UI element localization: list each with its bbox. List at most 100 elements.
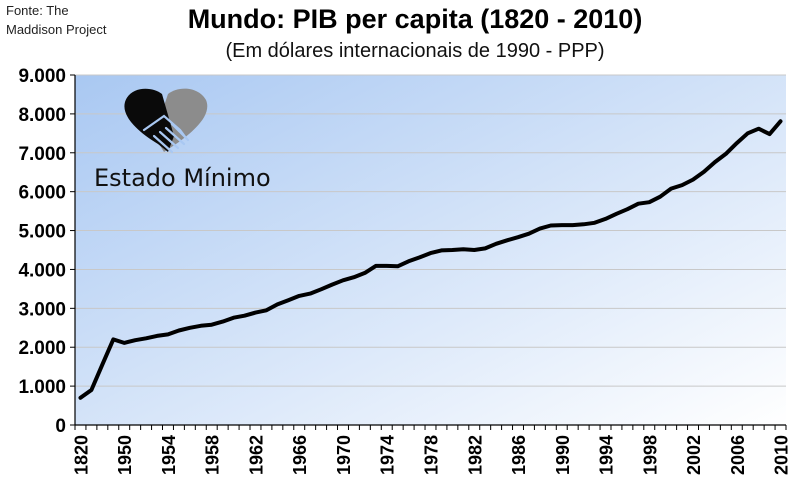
x-tick-label: 1958: [203, 435, 223, 475]
data-point: [592, 221, 597, 225]
x-tick-label: 1986: [509, 435, 529, 475]
data-point: [680, 183, 684, 187]
y-tick-label: 5.000: [18, 222, 66, 243]
data-point: [232, 316, 236, 320]
data-point: [275, 302, 279, 307]
x-tick-label: 1966: [290, 435, 310, 475]
data-point: [166, 332, 170, 336]
logo-text: Estado Mínimo: [94, 164, 271, 192]
chart-title: Mundo: PIB per capita (1820 - 2010): [187, 4, 643, 34]
data-point: [636, 202, 640, 206]
x-tick-label: 2010: [772, 435, 792, 475]
data-point: [702, 170, 706, 174]
series-layer: [78, 119, 783, 400]
x-tick-label: 2002: [684, 435, 704, 475]
data-point: [253, 311, 258, 315]
data-point: [647, 200, 651, 204]
axes: 0 1.000 2.000 3.000 4.000 5.000 6.000 7.000 8.00…: [18, 66, 791, 475]
x-tick-label: 2006: [728, 435, 748, 475]
data-point: [155, 334, 159, 338]
data-point: [330, 283, 334, 287]
y-tick-label: 6.000: [18, 183, 66, 204]
data-point: [242, 314, 247, 318]
data-point: [417, 255, 422, 259]
data-point: [614, 212, 619, 216]
data-point: [746, 131, 750, 135]
x-tick-label: 1990: [553, 435, 573, 475]
data-point: [199, 324, 203, 328]
source-line-2: Maddison Project: [6, 22, 107, 37]
data-point: [450, 248, 454, 252]
data-point: [352, 275, 356, 279]
y-tick-label: 9.000: [18, 66, 66, 87]
data-point: [210, 323, 214, 327]
chart-subtitle: (Em dólares internacionais de 1990 - PPP…: [225, 40, 605, 62]
data-point: [221, 319, 225, 324]
x-tick-label: 1954: [159, 435, 179, 475]
logo: Estado Mínimo: [94, 88, 271, 192]
data-point: [724, 152, 728, 156]
x-tick-label: 1994: [597, 435, 617, 475]
data-point: [188, 326, 192, 330]
y-tick-label: 7.000: [18, 144, 66, 165]
data-point: [286, 298, 290, 302]
data-point: [582, 222, 586, 226]
y-tick-label: 4.000: [18, 260, 66, 281]
data-point: [494, 242, 498, 246]
data-point: [100, 363, 104, 367]
data-point: [483, 246, 487, 251]
data-point: [658, 195, 662, 199]
y-tick-label: 8.000: [18, 105, 66, 126]
x-tick-label: 1998: [640, 435, 660, 475]
data-point: [319, 287, 323, 291]
data-point: [439, 248, 444, 252]
data-point: [625, 207, 629, 211]
data-point: [111, 337, 115, 342]
data-point: [122, 341, 126, 345]
data-point: [560, 223, 564, 227]
data-point: [516, 235, 520, 239]
data-point: [571, 223, 575, 227]
data-point: [691, 178, 695, 182]
data-point: [505, 238, 509, 242]
data-point: [396, 264, 400, 268]
data-point: [385, 264, 389, 268]
data-point: [374, 264, 378, 268]
x-tick-label: 1978: [422, 435, 442, 475]
source-line-1: Fonte: The: [6, 3, 69, 18]
data-point: [297, 294, 301, 298]
data-point: [549, 223, 553, 228]
data-point: [527, 232, 531, 236]
data-point: [89, 388, 94, 392]
data-point: [177, 328, 181, 333]
x-tick-label: 1970: [334, 435, 354, 475]
data-point: [757, 127, 761, 131]
data-point: [461, 247, 465, 251]
data-point: [669, 186, 673, 191]
y-tick-label: 1.000: [18, 377, 66, 398]
x-tick-label: 1962: [246, 435, 266, 475]
x-tick-label: 1950: [115, 435, 135, 475]
y-tick-label: 0: [55, 416, 66, 437]
y-tick-label: 2.000: [18, 338, 66, 359]
data-point: [308, 291, 312, 296]
data-point: [144, 336, 148, 340]
data-point: [341, 278, 345, 282]
handshake-heart-icon: [124, 88, 208, 154]
plot-area: [75, 75, 786, 425]
data-point: [767, 132, 772, 136]
data-point: [407, 259, 411, 263]
y-tick-label: 3.000: [18, 299, 66, 320]
x-tick-label: 1820: [71, 435, 91, 475]
data-point: [603, 217, 608, 221]
data-point: [133, 338, 137, 342]
data-point: [264, 308, 269, 312]
source-note: Fonte: The Maddison Project: [6, 1, 136, 39]
x-tick-label: 1974: [378, 435, 398, 475]
data-point: [363, 271, 367, 275]
data-point: [472, 248, 476, 252]
data-point: [78, 396, 83, 400]
data-point: [713, 160, 717, 164]
x-tick-label: 1982: [465, 435, 485, 475]
